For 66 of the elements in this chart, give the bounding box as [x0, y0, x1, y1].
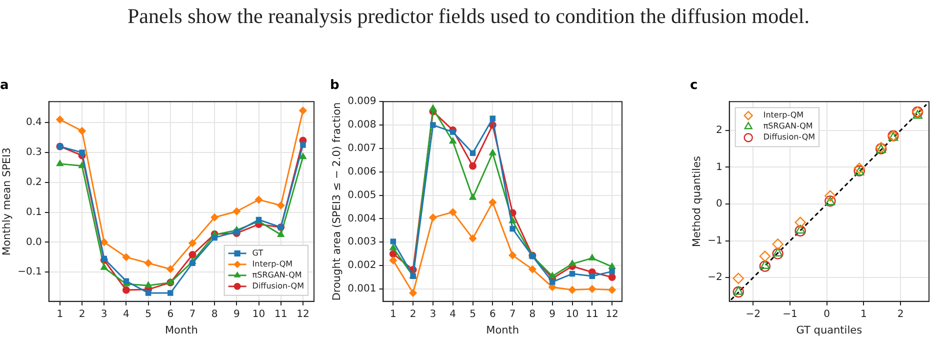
y-tick-label: 0.4 [26, 117, 42, 128]
x-tick-label: 1 [390, 308, 396, 320]
x-tick-label: 9 [549, 308, 556, 320]
x-tick-label: 7 [189, 308, 196, 320]
x-tick-label: 8 [529, 308, 536, 320]
y-tick-label: 0.007 [348, 143, 376, 154]
y-tick-label: 0.3 [26, 147, 42, 158]
y-tick-label: 0.009 [348, 96, 376, 108]
y-tick-label: −2 [708, 272, 722, 284]
legend-label: πSRGAN-QM [763, 122, 813, 131]
x-tick-label: 1 [860, 308, 867, 320]
x-tick-label: 11 [274, 308, 288, 320]
y-tick-label: 0.003 [348, 236, 376, 248]
x-tick-label: 12 [296, 308, 310, 320]
legend-label: Diffusion-QM [252, 281, 304, 290]
y-tick-label: 0.004 [348, 213, 376, 224]
x-tick-label: 7 [509, 308, 516, 320]
x-axis-title: Month [164, 324, 198, 336]
x-tick-label: 4 [123, 308, 130, 320]
x-tick-label: −1 [782, 308, 798, 320]
y-tick-label: 1 [716, 162, 722, 173]
y-axis-title: Monthly mean SPEI3 [1, 148, 14, 256]
x-tick-label: 0 [824, 308, 830, 320]
legend-label: πSRGAN-QM [252, 270, 302, 280]
x-tick-label: 11 [586, 308, 599, 320]
y-tick-label: 0.1 [26, 206, 42, 218]
y-tick-label: 0.008 [348, 120, 376, 131]
x-tick-label: 8 [211, 308, 218, 320]
x-tick-label: 1 [56, 308, 64, 320]
legend-label: GT [252, 248, 264, 258]
chart-title: a [0, 78, 9, 94]
x-tick-label: 9 [233, 308, 240, 320]
x-tick-label: 6 [489, 308, 496, 320]
x-tick-label: 2 [410, 308, 416, 320]
x-tick-label: 6 [167, 308, 174, 320]
y-tick-label: 0.001 [348, 284, 376, 295]
legend-label: Diffusion-QM [763, 132, 816, 142]
chart-title: b [330, 78, 340, 94]
y-tick-label: 0.002 [348, 260, 376, 272]
x-tick-label: 10 [252, 308, 266, 320]
y-axis-title: Drought area (SPEI3 ≤ − 2.0) fraction [331, 102, 344, 301]
text: Panels show the reanalysis predictor fields used to condition the diffusion model. [126, 4, 810, 29]
x-tick-label: 5 [470, 308, 476, 320]
x-tick-label: 12 [606, 308, 618, 320]
y-tick-label: 0.006 [348, 166, 376, 178]
y-tick-label: −1 [708, 235, 722, 246]
x-tick-label: 3 [430, 308, 436, 320]
x-tick-label: 4 [450, 308, 456, 320]
x-tick-label: 5 [145, 308, 152, 320]
y-tick-label: 0.2 [26, 176, 42, 188]
x-tick-label: 10 [566, 308, 579, 320]
legend-label: Interp-QM [763, 110, 804, 120]
y-tick-label: 0.0 [26, 236, 42, 248]
y-axis-title: Method quantiles [691, 156, 704, 248]
x-axis-title: Month [486, 324, 520, 336]
chart-title: c [690, 78, 698, 94]
x-tick-label: −2 [746, 308, 760, 320]
y-tick-label: 0.005 [348, 190, 376, 201]
x-tick-label: 2 [78, 308, 86, 320]
y-tick-label: −0.1 [18, 266, 42, 278]
x-tick-label: 2 [897, 308, 904, 320]
legend-label: Interp-QM [252, 259, 293, 268]
x-tick-label: 3 [100, 308, 108, 320]
x-axis-title: GT quantiles [796, 324, 862, 336]
y-tick-label: 0 [716, 198, 722, 210]
y-tick-label: 2 [716, 124, 722, 136]
